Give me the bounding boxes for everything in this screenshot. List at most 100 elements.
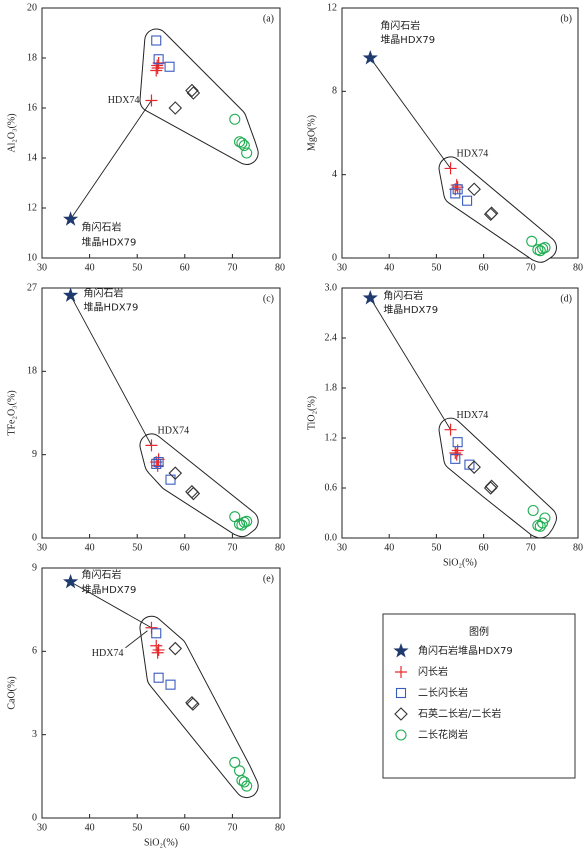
y-tick-label: 0.6 — [325, 482, 338, 493]
square-marker — [395, 687, 407, 699]
x-tick-label: 30 — [37, 262, 47, 273]
x-tick-label: 70 — [227, 822, 237, 833]
plus-marker — [444, 162, 457, 175]
x-tick-label: 60 — [479, 262, 489, 273]
y-tick-label: 0 — [32, 532, 37, 543]
circle-marker — [238, 139, 250, 152]
x-tick-label: 60 — [180, 262, 190, 273]
plus-marker — [152, 643, 165, 656]
x-tick-label: 30 — [37, 822, 47, 833]
circle-marker — [537, 517, 549, 529]
x-tick-label: 80 — [275, 822, 285, 833]
star-marker — [63, 573, 79, 589]
legend-label: 角闪石岩堆晶HDX79 — [418, 644, 513, 657]
plot-frame — [41, 7, 281, 259]
x-tick-label: 40 — [384, 262, 394, 273]
plus-marker — [150, 64, 163, 77]
y-tick-label: 1.8 — [325, 382, 338, 393]
y-tick-label: 6 — [32, 646, 37, 657]
circle-marker — [229, 756, 241, 768]
y-tick-label: 8 — [332, 86, 337, 97]
x-tick-label: 60 — [180, 542, 190, 553]
square-marker — [151, 35, 162, 46]
star-annotation: 堆晶HDX79 — [84, 301, 139, 313]
star-annotation: 角闪石岩 — [383, 289, 423, 302]
y-tick-label: 12 — [27, 202, 37, 213]
plot-frame — [341, 7, 579, 259]
y-tick-label: 3.0 — [325, 282, 338, 293]
connector — [369, 297, 451, 430]
diamond-marker — [394, 707, 408, 721]
y-tick-label: 27 — [27, 282, 37, 293]
circle-marker — [236, 774, 248, 787]
plot-frame — [341, 287, 579, 539]
x-tick-label: 80 — [573, 262, 583, 273]
y-axis-label: TFe₂O₃(%) — [6, 390, 17, 435]
x-tick-label: 80 — [275, 542, 285, 553]
y-axis-label: TiO₂(%) — [306, 396, 317, 430]
field-fill — [140, 434, 258, 537]
diamond-marker — [467, 182, 481, 197]
legend-title: 图例 — [469, 625, 489, 638]
y-axis-label: MgO(%) — [306, 115, 317, 151]
circle-marker — [236, 137, 248, 149]
star-marker — [63, 211, 79, 226]
y-tick-label: 18 — [27, 366, 37, 377]
y-tick-label: 2.4 — [325, 332, 338, 343]
diamond-marker — [186, 486, 201, 501]
x-tick-label: 60 — [479, 542, 489, 553]
square-marker — [164, 61, 175, 72]
legend-label: 闪长岩 — [418, 665, 448, 678]
square-marker — [153, 54, 164, 65]
x-tick-label: 60 — [180, 822, 190, 833]
annotation-leader — [125, 630, 148, 649]
legend-box — [382, 613, 576, 779]
y-tick-label: 0 — [332, 252, 337, 263]
star-annotation: 堆晶HDX79 — [380, 34, 435, 46]
square-marker — [450, 453, 461, 464]
y-tick-label: 9 — [32, 562, 37, 573]
point-annotation: HDX74 — [108, 95, 140, 106]
x-tick-label: 40 — [384, 542, 394, 553]
point-annotation: HDX74 — [157, 426, 189, 437]
plus-marker — [145, 94, 158, 107]
x-tick-label: 30 — [37, 542, 47, 553]
y-axis-label: Al₂O₃(%) — [6, 113, 17, 152]
y-tick-label: 1.2 — [325, 432, 338, 443]
y-tick-label: 10 — [27, 252, 37, 263]
field-fill — [439, 418, 556, 538]
star-annotation: 角闪石岩 — [82, 220, 122, 233]
panel-label: (e) — [263, 573, 274, 584]
y-axis-label: CaO(%) — [6, 676, 17, 709]
x-tick-label: 40 — [85, 262, 95, 273]
plot-frame — [41, 567, 281, 819]
connector — [70, 581, 152, 629]
field-fill — [439, 157, 556, 262]
x-tick-label: 70 — [526, 262, 536, 273]
plus-marker — [395, 666, 407, 678]
panel-label: (b) — [560, 13, 572, 24]
star-annotation: 角闪石岩 — [380, 19, 420, 32]
y-tick-label: 18 — [27, 52, 37, 63]
circle-marker — [395, 729, 407, 741]
plus-marker — [151, 59, 164, 72]
panel-label: (c) — [263, 293, 274, 304]
circle-marker — [527, 504, 539, 517]
x-tick-label: 80 — [573, 542, 583, 553]
square-marker — [462, 195, 473, 206]
diamond-marker — [168, 466, 183, 480]
plus-marker — [151, 646, 164, 659]
x-tick-label: 40 — [85, 822, 95, 833]
diamond-marker — [185, 83, 199, 98]
legend-label: 二长花岗岩 — [418, 728, 468, 741]
circle-marker — [534, 245, 546, 257]
square-marker — [452, 184, 463, 195]
x-tick-label: 50 — [431, 262, 441, 273]
square-marker — [165, 679, 176, 690]
y-tick-label: 20 — [27, 2, 37, 13]
y-tick-label: 9 — [32, 449, 37, 460]
circle-marker — [241, 147, 253, 159]
diamond-marker — [467, 460, 481, 474]
connector — [369, 57, 451, 169]
panel-label: (a) — [263, 13, 274, 24]
